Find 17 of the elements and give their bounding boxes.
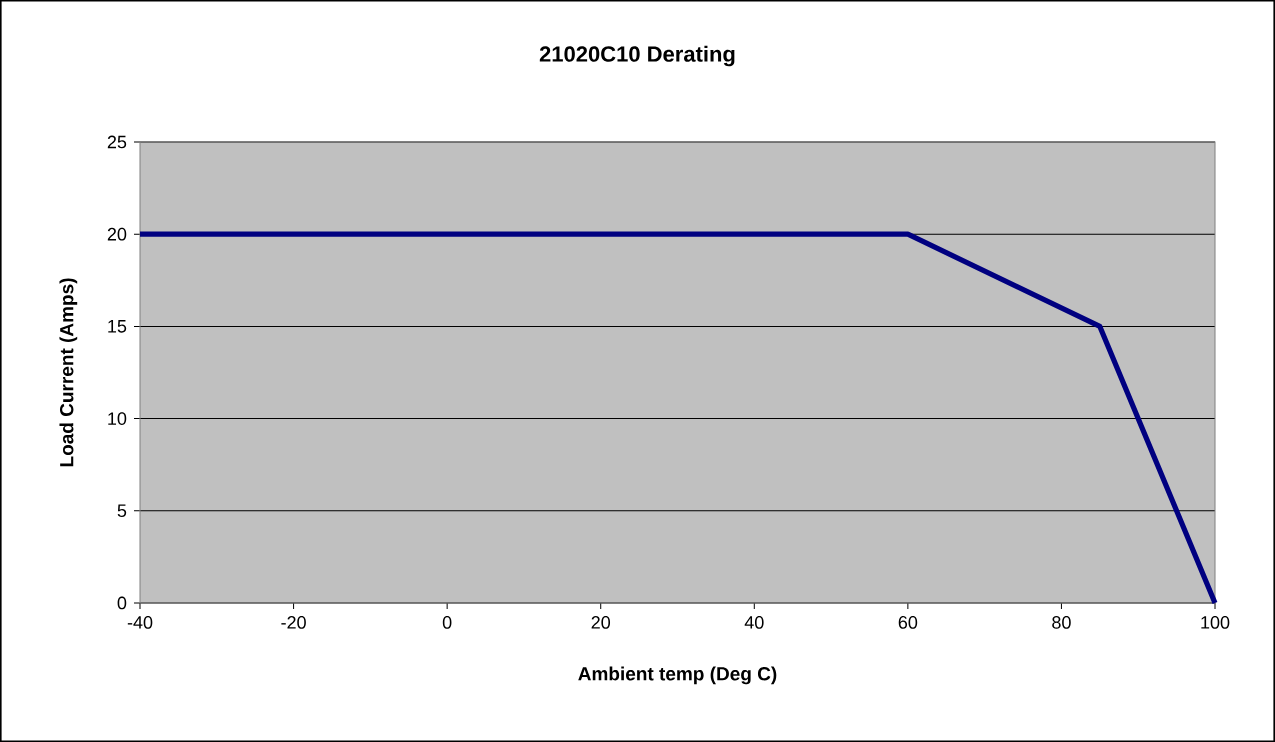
x-tick-label: -40 bbox=[127, 616, 153, 629]
x-tick-label: -20 bbox=[281, 616, 306, 629]
y-tick-label: 5 bbox=[117, 504, 127, 518]
chart-title: 21020C10 Derating bbox=[539, 45, 735, 67]
x-tick-label: 40 bbox=[744, 616, 764, 629]
y-tick-label: 0 bbox=[117, 596, 127, 610]
y-tick-label: 20 bbox=[107, 227, 127, 241]
x-tick-label: 80 bbox=[1052, 616, 1071, 629]
x-axis-title: Ambient temp (Deg C) bbox=[578, 666, 777, 685]
y-tick-label: 10 bbox=[108, 412, 127, 425]
y-tick-label: 25 bbox=[107, 135, 127, 149]
y-tick-label: 15 bbox=[108, 320, 127, 333]
x-tick-label: 0 bbox=[442, 616, 452, 629]
x-tick-label: 60 bbox=[898, 616, 918, 629]
x-tick-label: 100 bbox=[1201, 616, 1230, 629]
x-tick-label: 20 bbox=[591, 616, 611, 629]
y-axis-title: Load Current (Amps) bbox=[59, 278, 78, 467]
